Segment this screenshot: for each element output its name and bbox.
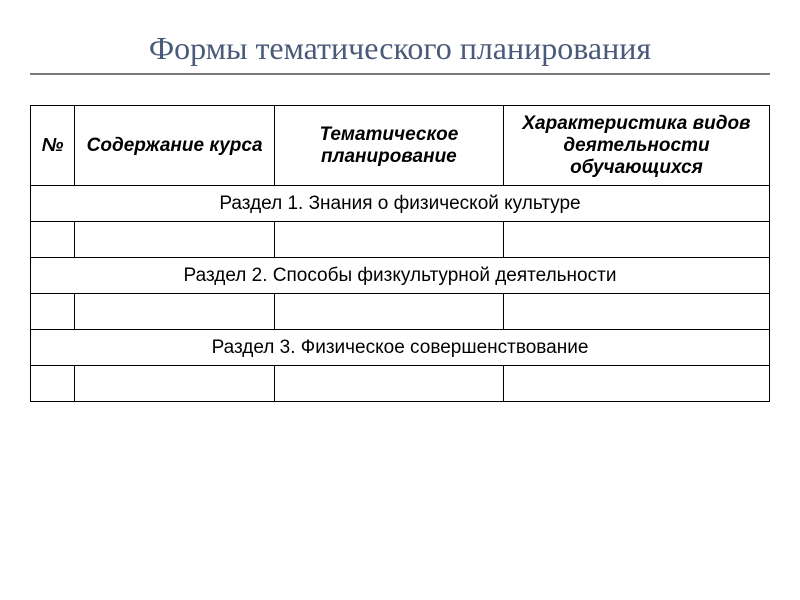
empty-cell xyxy=(274,222,503,258)
section-3-label: Раздел 3. Физическое совершенствование xyxy=(31,330,770,366)
section-row-3: Раздел 3. Физическое совершенствование xyxy=(31,330,770,366)
empty-cell xyxy=(31,294,75,330)
table-header-row: № Содержание курса Тематическое планиров… xyxy=(31,106,770,186)
header-plan: Тематическое планирование xyxy=(274,106,503,186)
section-row-1: Раздел 1. Знания о физической культуре xyxy=(31,186,770,222)
empty-cell xyxy=(503,222,769,258)
planning-table: № Содержание курса Тематическое планиров… xyxy=(30,105,770,402)
header-content: Содержание курса xyxy=(75,106,275,186)
empty-cell xyxy=(503,294,769,330)
section-1-label: Раздел 1. Знания о физической культуре xyxy=(31,186,770,222)
empty-cell xyxy=(274,294,503,330)
section-row-2: Раздел 2. Способы физкультурной деятельн… xyxy=(31,258,770,294)
title-divider xyxy=(30,73,770,75)
empty-cell xyxy=(31,222,75,258)
page-title: Формы тематического планирования xyxy=(30,30,770,67)
empty-cell xyxy=(274,366,503,402)
empty-cell xyxy=(75,222,275,258)
empty-cell xyxy=(75,294,275,330)
header-num: № xyxy=(31,106,75,186)
empty-cell xyxy=(31,366,75,402)
empty-cell xyxy=(75,366,275,402)
empty-row-1 xyxy=(31,222,770,258)
empty-row-2 xyxy=(31,294,770,330)
header-char: Характеристика видов деятельности обучаю… xyxy=(503,106,769,186)
section-2-label: Раздел 2. Способы физкультурной деятельн… xyxy=(31,258,770,294)
empty-cell xyxy=(503,366,769,402)
empty-row-3 xyxy=(31,366,770,402)
